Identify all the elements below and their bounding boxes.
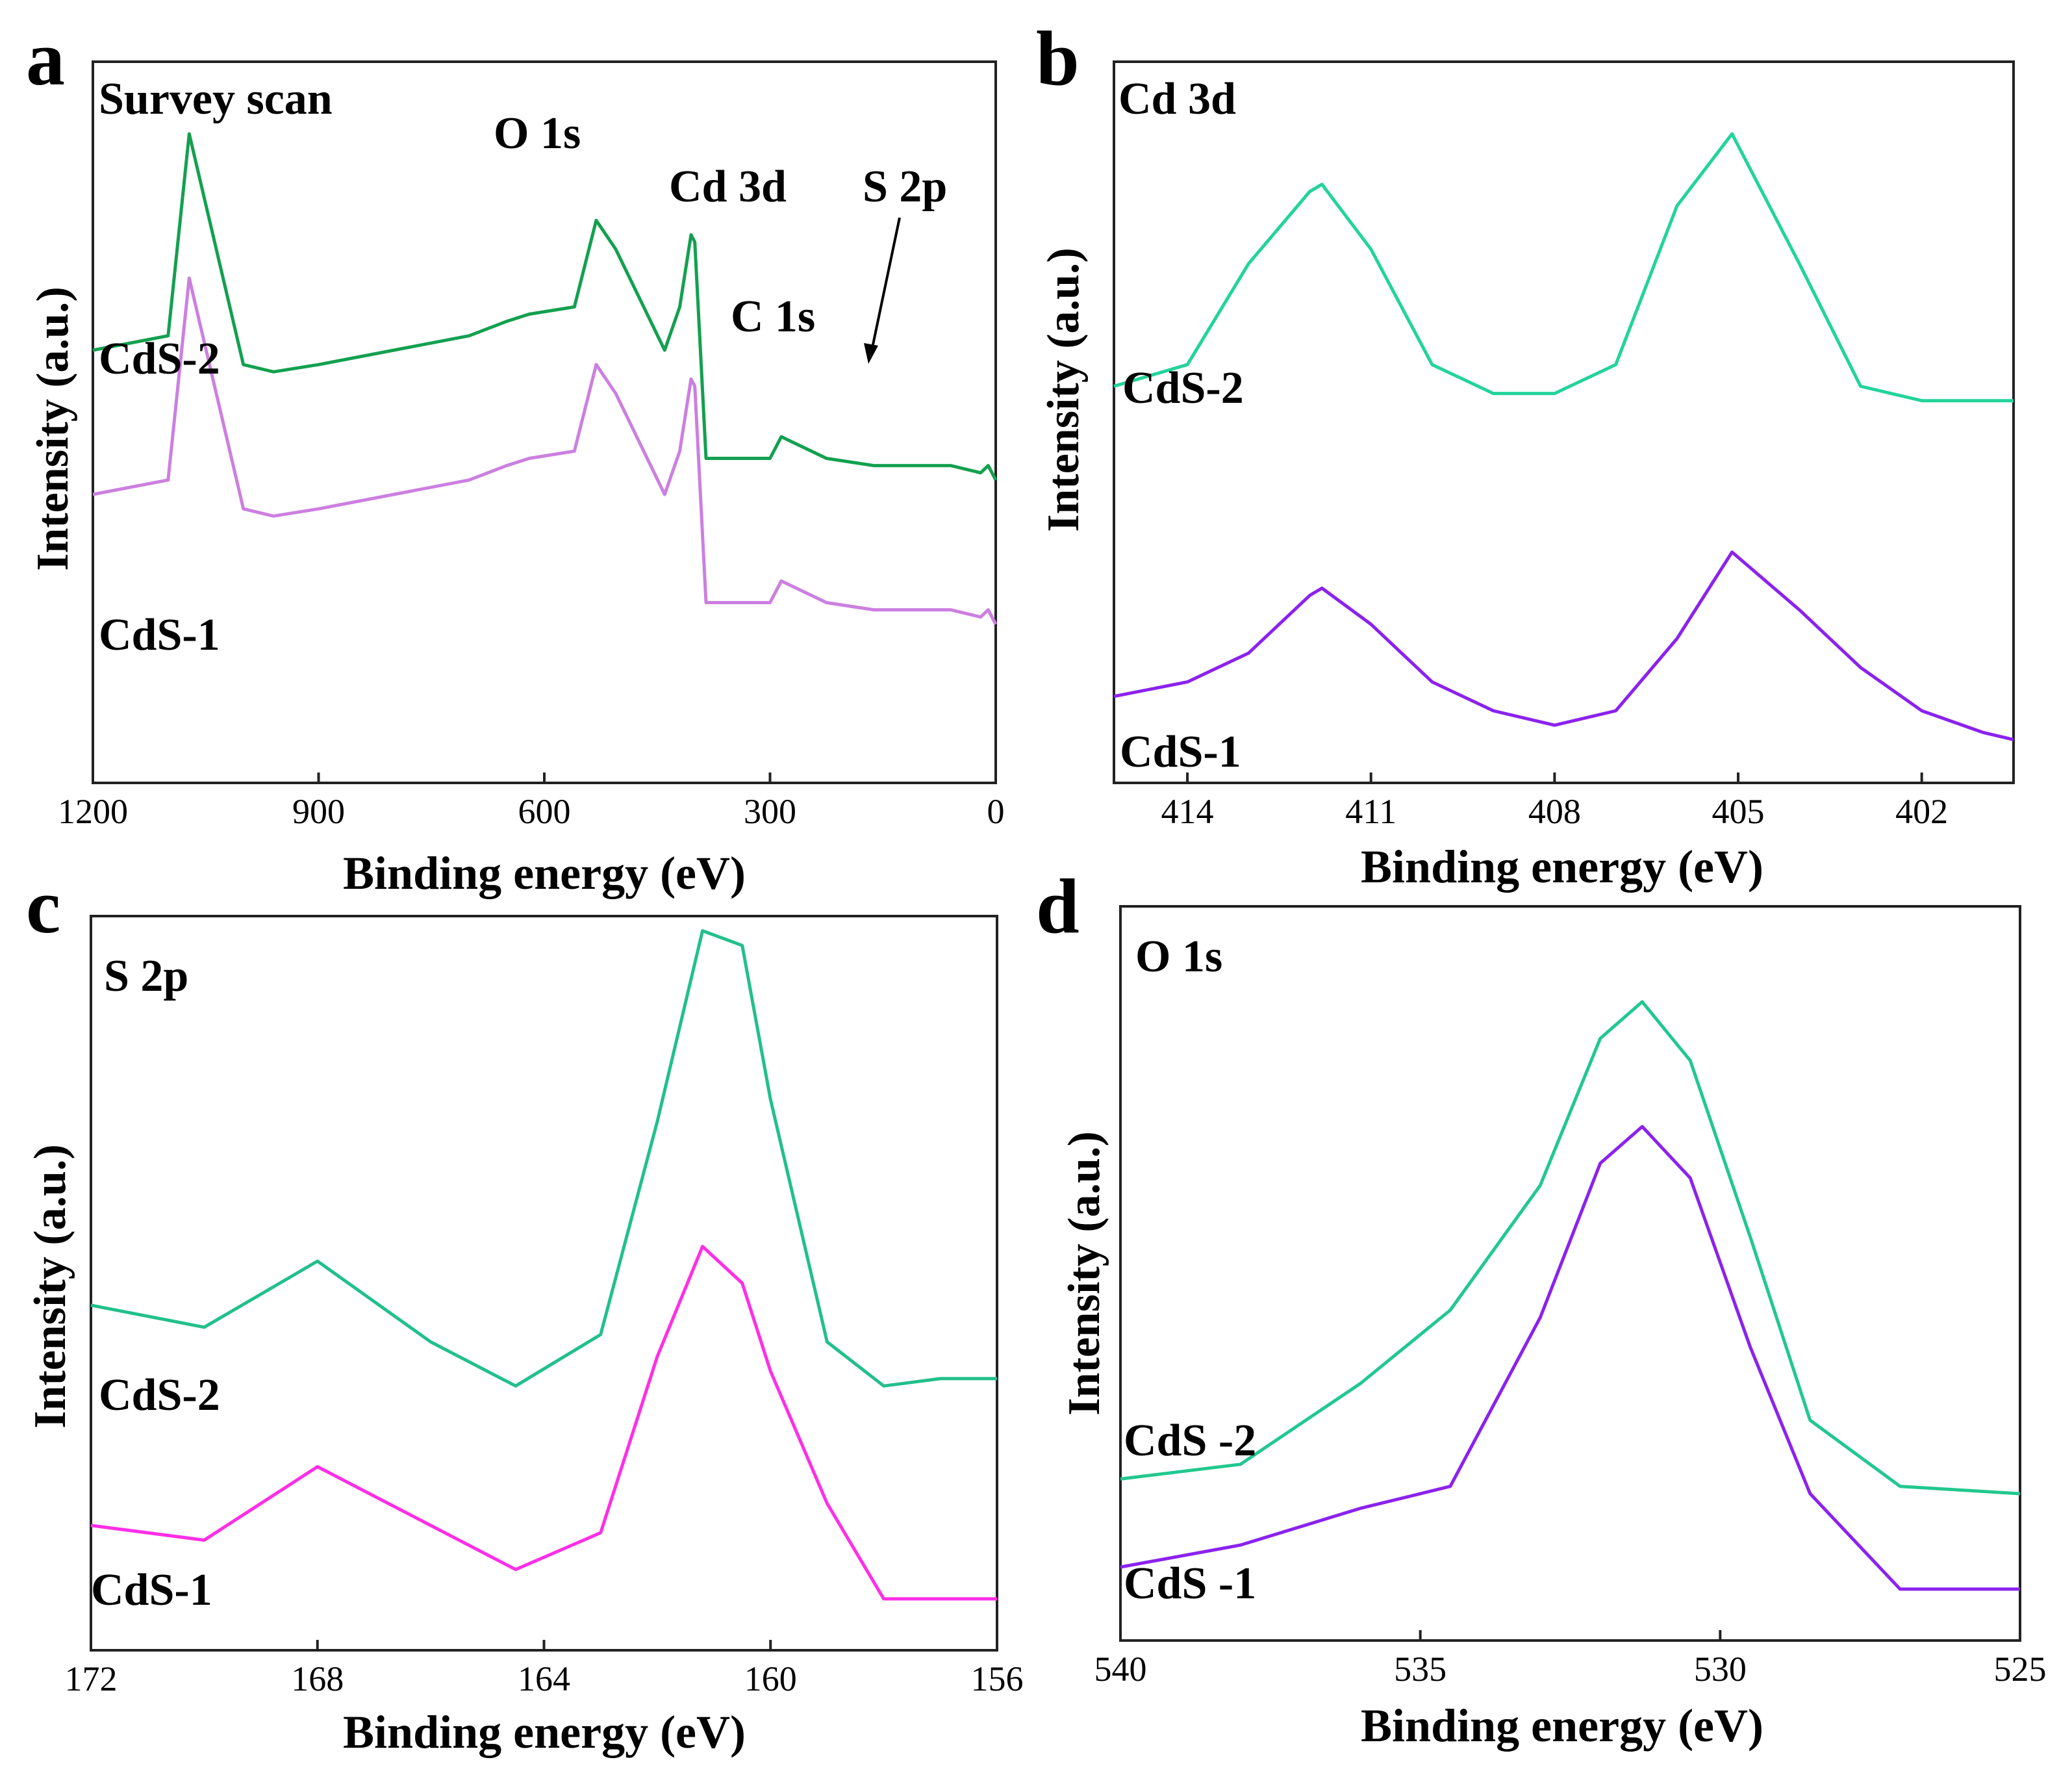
panel-b: b Cd 3d CdS-2 CdS-1 414 411 408 405 402 Bind… — [1036, 15, 2015, 893]
panel-d-ticks: 540 535 530 525 — [1094, 1630, 2047, 1689]
tick-label-d-535: 535 — [1394, 1650, 1447, 1689]
panel-a-series-label-cds1: CdS-1 — [99, 610, 220, 660]
panel-b-ticks: 414 411 408 405 402 — [1161, 773, 1948, 831]
panel-b-series-label-cds1: CdS-1 — [1120, 727, 1241, 777]
tick-label-d-540: 540 — [1094, 1650, 1147, 1689]
panel-d-series-label-cds1: CdS -1 — [1124, 1559, 1256, 1609]
series-line-a-cds-1 — [92, 276, 998, 625]
tick-label-a-600: 600 — [518, 792, 571, 831]
series-line-d-cds-2 — [1120, 1000, 2021, 1496]
tick-label-a-900: 900 — [292, 792, 345, 831]
panel-d: d O 1s CdS -2 CdS -1 540 535 530 525 Bindin… — [1036, 863, 2047, 1752]
tick-label-c-168: 168 — [291, 1659, 344, 1698]
panel-c-title: S 2p — [104, 951, 188, 1001]
panel-a-ylabel: Intensity (a.u.) — [28, 287, 78, 571]
tick-label-a-300: 300 — [744, 792, 796, 831]
panel-a-series — [92, 132, 998, 625]
panel-c-ylabel: Intensity (a.u.) — [25, 1144, 75, 1429]
series-line-a-cds-2 — [92, 132, 998, 481]
panel-d-label: d — [1036, 863, 1080, 949]
panel-a-label: a — [26, 15, 65, 101]
annotation-cd3d: Cd 3d — [669, 162, 787, 212]
panel-b-label: b — [1036, 15, 1080, 101]
tick-label-c-164: 164 — [518, 1659, 570, 1698]
panel-a-frame — [92, 60, 997, 784]
panel-c: c S 2p CdS-2 CdS-1 172 168 164 160 156 Bindi… — [25, 863, 1024, 1758]
series-line-b-cds-2 — [1113, 132, 2014, 403]
panel-d-series — [1120, 1000, 2021, 1591]
panel-d-title: O 1s — [1135, 932, 1222, 982]
panel-b-xlabel: Binding energy (eV) — [1361, 841, 1763, 893]
tick-label-b-402: 402 — [1895, 792, 1948, 831]
tick-label-b-405: 405 — [1712, 792, 1765, 831]
series-line-d-cds-1 — [1120, 1125, 2020, 1591]
panel-c-frame — [90, 915, 998, 1652]
panel-d-series-label-cds2: CdS -2 — [1124, 1416, 1256, 1466]
annotation-s2p-arrow — [870, 217, 901, 351]
tick-label-b-408: 408 — [1528, 792, 1581, 831]
annotation-s2p: S 2p — [863, 162, 947, 212]
panel-b-frame — [1113, 60, 2015, 784]
panel-c-series-label-cds2: CdS-2 — [99, 1370, 220, 1420]
tick-label-c-160: 160 — [744, 1659, 797, 1698]
panel-c-label: c — [26, 863, 60, 949]
tick-label-b-414: 414 — [1161, 792, 1214, 831]
tick-label-a-0: 0 — [987, 792, 1005, 831]
series-line-b-cds-1 — [1113, 550, 2014, 741]
series-line-c-cds-2 — [90, 929, 997, 1388]
panel-c-xlabel: Binding energy (eV) — [343, 1706, 746, 1758]
panel-a: a Survey scan O 1s Cd 3d C 1s S 2p CdS-2… — [26, 15, 1005, 899]
panel-c-series-label-cds1: CdS-1 — [91, 1565, 212, 1615]
panel-d-frame — [1119, 905, 2021, 1642]
panel-c-ticks: 172 168 164 160 156 — [65, 1640, 1024, 1698]
tick-label-d-530: 530 — [1694, 1650, 1747, 1689]
tick-label-b-411: 411 — [1345, 792, 1396, 831]
panel-c-series — [90, 929, 997, 1601]
tick-label-a-1200: 1200 — [58, 792, 128, 831]
panel-b-title: Cd 3d — [1118, 74, 1236, 124]
annotation-s2p-arrowhead — [864, 343, 878, 364]
panel-a-xlabel: Binding energy (eV) — [343, 847, 746, 899]
tick-label-c-156: 156 — [971, 1659, 1024, 1698]
panel-b-ylabel: Intensity (a.u.) — [1039, 248, 1089, 532]
tick-label-d-525: 525 — [1994, 1650, 2047, 1689]
panel-b-series-label-cds2: CdS-2 — [1122, 363, 1244, 413]
panel-a-series-label-cds2: CdS-2 — [99, 334, 220, 384]
panel-d-xlabel: Binding energy (eV) — [1361, 1700, 1763, 1752]
panel-a-ticks: 1200 900 600 300 0 — [58, 773, 1005, 831]
tick-label-c-172: 172 — [65, 1659, 118, 1698]
panel-a-title: Survey scan — [99, 74, 333, 124]
panel-d-ylabel: Intensity (a.u.) — [1059, 1131, 1109, 1416]
panel-b-series — [1113, 132, 2014, 741]
annotation-c1s: C 1s — [731, 292, 815, 342]
series-line-c-cds-1 — [90, 1245, 997, 1601]
annotation-o1s: O 1s — [494, 109, 581, 159]
